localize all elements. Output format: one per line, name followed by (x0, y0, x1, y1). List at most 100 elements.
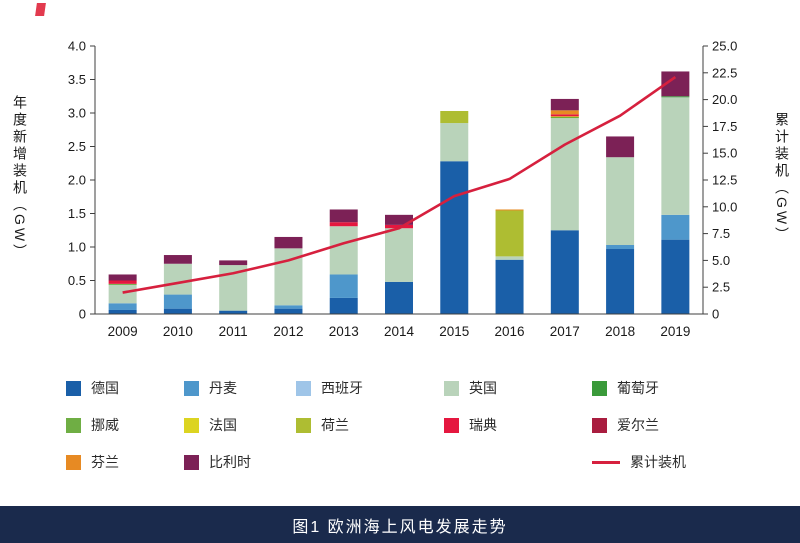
legend-line-swatch (592, 456, 620, 468)
bar-segment (108, 283, 137, 285)
x-tick-label: 2011 (219, 324, 248, 339)
legend-item: 芬兰 (66, 452, 184, 472)
bar-segment (550, 98, 579, 111)
legend-item: 瑞典 (444, 415, 592, 435)
legend-item: 丹麦 (184, 378, 296, 398)
legend-swatch (592, 380, 607, 396)
bar-segment (163, 263, 192, 295)
legend-item: 德国 (66, 378, 184, 398)
right-tick-label: 25.0 (712, 39, 737, 54)
bar-segment (550, 110, 579, 115)
legend-swatch (444, 380, 459, 396)
legend: 德国 丹麦 西班牙 英国 葡萄牙挪威 法国 荷兰 瑞典 爱尔兰芬兰 比利时 累计装机 (66, 378, 730, 472)
legend-swatch (184, 380, 199, 396)
legend-label: 挪威 (91, 417, 119, 433)
bar-segment (550, 117, 579, 119)
x-tick-label: 2012 (273, 324, 303, 339)
legend-item: 挪威 (66, 415, 184, 435)
bar-segment (163, 255, 192, 264)
x-tick-label: 2019 (660, 324, 690, 339)
bar-segment (329, 274, 358, 298)
left-tick-label: 4.0 (68, 39, 86, 54)
chart: 年度新增装机（GW） 0 0.5 1.0 1.5 2.0 2.5 3.0 3.5 4.0 0 2.5… (0, 6, 800, 358)
bar-segment (219, 260, 248, 266)
x-tick-label: 2017 (550, 324, 580, 339)
bar-segment (550, 116, 579, 118)
legend-item: 法国 (184, 415, 296, 435)
left-tick-label: 1.0 (68, 240, 86, 255)
legend-item: 比利时 (184, 452, 296, 472)
bar-segment (495, 209, 524, 211)
x-tick-label: 2013 (329, 324, 359, 339)
right-tick-label: 12.5 (712, 173, 737, 188)
legend-swatch (444, 417, 459, 433)
bar-segment (108, 309, 137, 314)
left-tick-label: 2.5 (68, 139, 86, 154)
legend-label: 西班牙 (321, 380, 363, 396)
left-tick-label: 1.5 (68, 206, 86, 221)
bar-segment (274, 305, 303, 309)
right-tick-label: 7.5 (712, 226, 730, 241)
cumulative-line (122, 76, 677, 294)
bar-segment (329, 297, 358, 314)
bar-segment (606, 244, 635, 250)
legend-swatch (66, 380, 81, 396)
legend-swatch (66, 454, 81, 470)
legend-item: 葡萄牙 (592, 378, 730, 398)
legend-swatch (592, 417, 607, 433)
right-tick-label: 2.5 (712, 280, 730, 295)
legend-label: 累计装机 (630, 454, 686, 470)
bar-segment (550, 230, 579, 314)
legend-label: 英国 (469, 380, 497, 396)
bar-segment (163, 294, 192, 309)
legend-label: 丹麦 (209, 380, 237, 396)
bar-segment (606, 136, 635, 158)
legend-swatch (184, 454, 199, 470)
x-tick-label: 2016 (495, 324, 525, 339)
left-axis-title: 年度新增装机（GW） (12, 94, 28, 262)
bar-segment (440, 123, 469, 162)
bar-segment (495, 259, 524, 314)
x-tick-label: 2015 (439, 324, 469, 339)
bar-segment (329, 222, 358, 227)
right-tick-label: 5.0 (712, 253, 730, 268)
figure-caption: 图1 欧洲海上风电发展走势 (292, 518, 508, 536)
x-tick-label: 2018 (605, 324, 635, 339)
legend-item: 爱尔兰 (592, 415, 730, 435)
left-tick-label: 0 (79, 307, 86, 322)
x-tick-label: 2014 (384, 324, 415, 339)
bar-segment (385, 281, 413, 314)
x-tick-label: 2009 (108, 324, 138, 339)
legend-label: 芬兰 (91, 454, 119, 470)
legend-label: 比利时 (209, 454, 251, 470)
right-tick-label: 20.0 (712, 92, 737, 107)
legend-label: 德国 (91, 380, 119, 396)
bar-segment (274, 308, 303, 314)
left-tick-label: 0.5 (68, 273, 86, 288)
legend-item: 西班牙 (296, 378, 444, 398)
x-tick-label: 2010 (163, 324, 193, 339)
chart-plot: 0 0.5 1.0 1.5 2.0 2.5 3.0 3.5 4.0 0 2.5 5.0 7.5 10.0 1… (68, 39, 737, 340)
left-tick-label: 3.0 (68, 106, 86, 121)
bar-segment (495, 256, 524, 260)
bar-segment (108, 284, 137, 304)
legend-swatch (296, 417, 311, 433)
legend-item-line: 累计装机 (592, 452, 730, 472)
legend-item: 英国 (444, 378, 592, 398)
bar-segment (550, 117, 579, 231)
bar-segment (108, 303, 137, 310)
legend-swatch (296, 380, 311, 396)
right-tick-label: 17.5 (712, 119, 737, 134)
right-tick-label: 0 (712, 307, 719, 322)
legend-label: 瑞典 (469, 417, 497, 433)
bar-segment (495, 210, 524, 257)
legend-item: 荷兰 (296, 415, 444, 435)
bar-segment (661, 239, 690, 314)
bar-segment (274, 236, 303, 249)
bar-segment (385, 214, 413, 225)
legend-swatch (66, 417, 81, 433)
bar-segment (385, 224, 413, 229)
bar-segment (661, 214, 690, 240)
figure-caption-banner: 图1 欧洲海上风电发展走势 (0, 506, 800, 543)
